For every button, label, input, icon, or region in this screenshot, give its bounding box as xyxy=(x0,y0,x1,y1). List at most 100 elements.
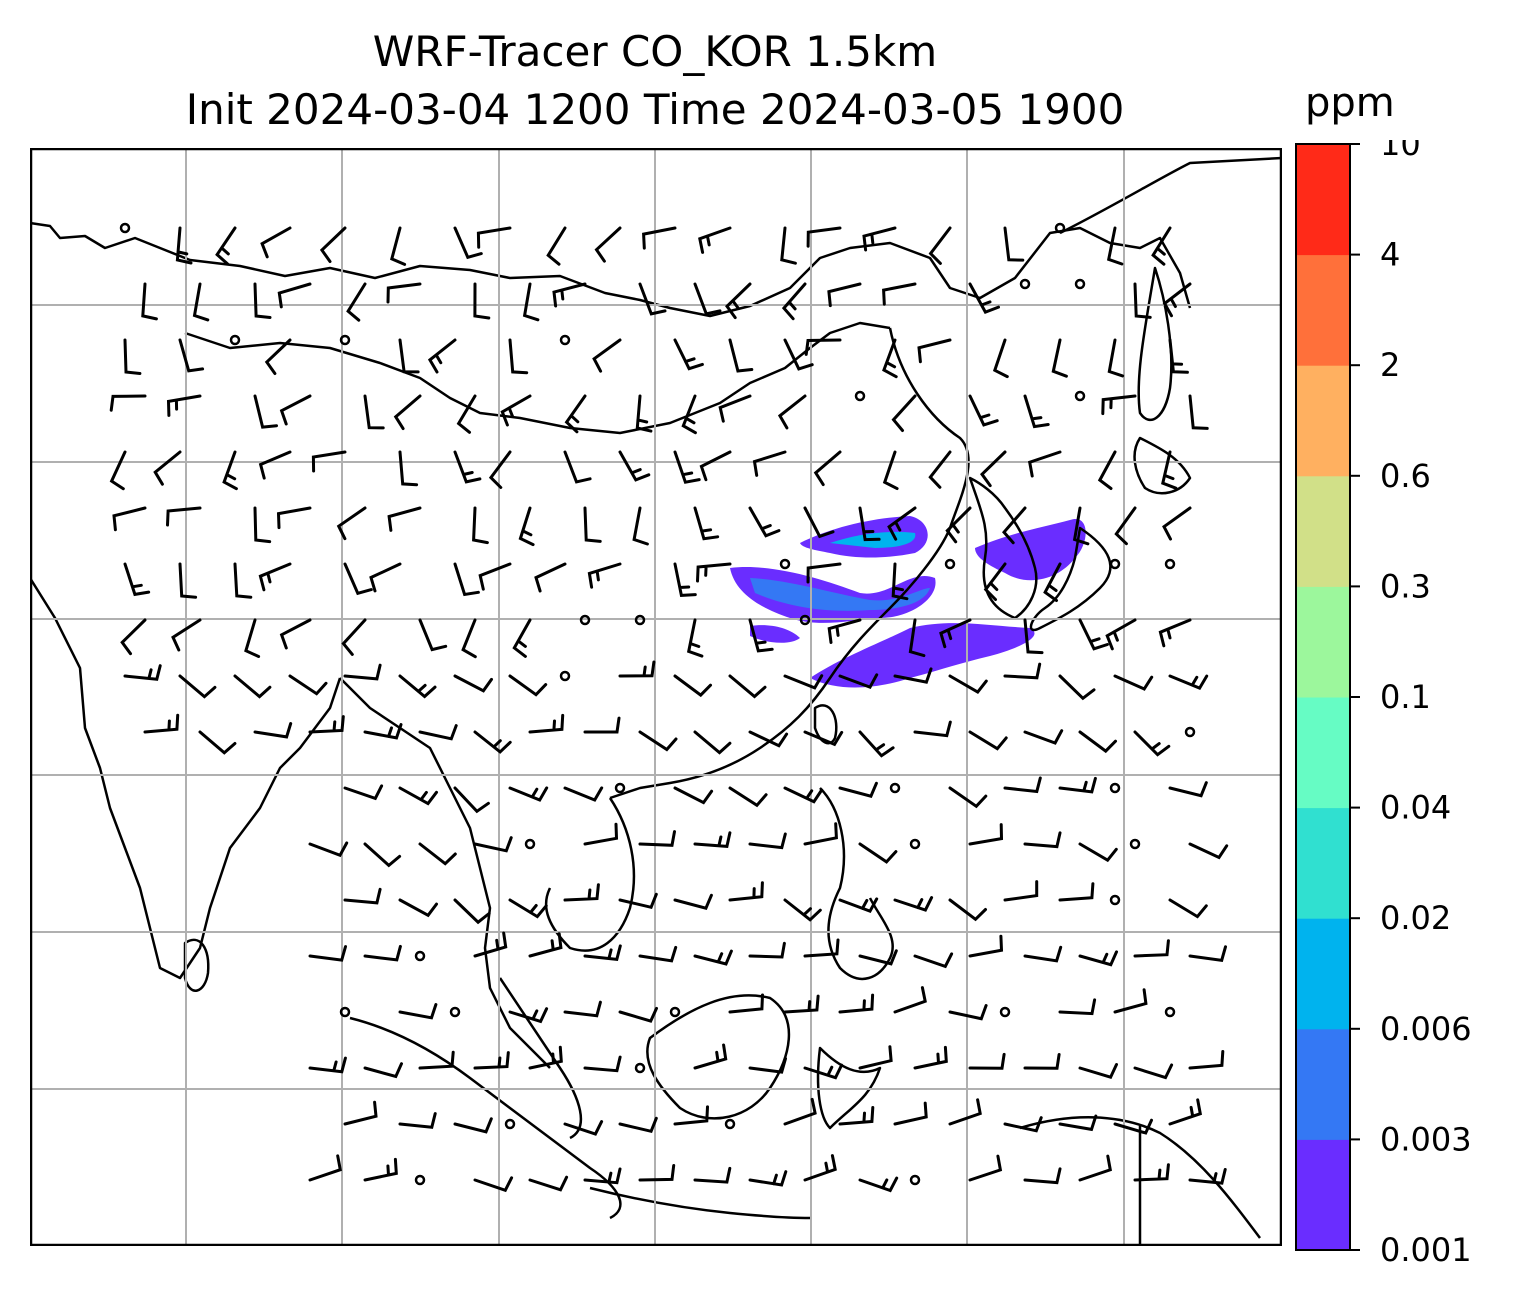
wind-barb xyxy=(1078,950,1118,967)
calm-wind-marker xyxy=(799,614,811,626)
wind-barb xyxy=(244,618,261,658)
calm-wind-marker xyxy=(504,1118,516,1130)
wind-barb xyxy=(858,730,895,758)
wind-barb xyxy=(1133,939,1170,958)
wind-barb xyxy=(277,282,312,309)
wind-barb xyxy=(718,394,752,423)
wind-barb xyxy=(968,730,1008,751)
wind-barb xyxy=(343,784,384,801)
wind-barb xyxy=(1105,618,1137,651)
calm-wind-marker xyxy=(579,614,591,626)
calm-wind-marker xyxy=(449,1006,461,1018)
wind-barb xyxy=(1051,338,1068,378)
coastline-china-east xyxy=(609,327,970,800)
wind-barb xyxy=(673,1105,709,1126)
wind-barb xyxy=(1078,730,1117,754)
wind-barb xyxy=(1188,1168,1227,1185)
wind-barb xyxy=(308,715,345,734)
calm-wind-marker xyxy=(1019,278,1031,290)
wind-barb xyxy=(618,1116,658,1134)
wind-barb xyxy=(728,881,764,902)
colorbar-tick-label: 0.001 xyxy=(1380,1231,1472,1269)
wind-barb xyxy=(1188,945,1227,962)
wind-barb xyxy=(803,730,844,747)
wind-barb xyxy=(968,282,1000,314)
wind-barb xyxy=(363,944,402,962)
wind-barb xyxy=(552,282,587,308)
wind-barb xyxy=(398,338,420,374)
wind-barb xyxy=(803,1154,837,1182)
wind-barb xyxy=(1003,880,1039,902)
plume-fragment xyxy=(750,625,800,643)
map-panel xyxy=(30,148,1282,1246)
wind-barb xyxy=(175,226,193,265)
wind-barb xyxy=(1133,730,1171,757)
wind-barb xyxy=(308,1154,343,1182)
wind-barb xyxy=(728,993,764,1014)
wind-barb xyxy=(1161,450,1178,490)
colorbar: 0.001 0.003 0.006 0.02 0.04 0.1 0.3 0.6 2 4 10 xyxy=(1295,140,1472,1269)
wind-barb xyxy=(783,994,820,1014)
wind-barb xyxy=(838,1106,875,1126)
coastline-sakhalin xyxy=(1137,266,1173,422)
wind-barb xyxy=(528,932,563,958)
wind-barb xyxy=(693,1166,732,1184)
wind-barb xyxy=(1133,1163,1170,1182)
wind-barb xyxy=(418,724,458,741)
wind-barb xyxy=(473,730,512,754)
wind-barb xyxy=(363,1062,403,1079)
wind-barb xyxy=(308,1056,347,1074)
coastline-malaysia xyxy=(498,977,583,1140)
wind-barb xyxy=(1151,226,1172,266)
wind-barb xyxy=(343,562,373,596)
wind-barb xyxy=(522,282,540,322)
wind-barb xyxy=(913,720,952,738)
coastline-korea xyxy=(968,476,1038,620)
wind-barb xyxy=(748,1057,787,1074)
wind-barb xyxy=(390,226,407,266)
wind-barb xyxy=(508,898,548,919)
wind-barb xyxy=(748,618,774,653)
coastline-sumatra xyxy=(349,1016,622,1220)
wind-barb xyxy=(363,842,402,868)
wind-barb xyxy=(783,674,824,690)
wind-barb xyxy=(264,338,292,375)
wind-barb xyxy=(473,931,508,958)
wind-barb xyxy=(838,993,875,1014)
wind-barb xyxy=(123,338,142,375)
wind-barb xyxy=(693,949,733,966)
wind-barb xyxy=(882,338,898,379)
colorbar-tick-label: 0.1 xyxy=(1380,678,1431,716)
wind-barb xyxy=(725,282,752,320)
coastline-java xyxy=(589,1186,811,1220)
wind-barb xyxy=(891,562,909,601)
wind-barb xyxy=(806,562,842,584)
colorbar-segment xyxy=(1296,697,1350,809)
calm-wind-marker xyxy=(854,390,866,402)
calm-wind-marker xyxy=(229,334,241,346)
wind-barb xyxy=(693,1043,728,1070)
wind-barb xyxy=(1113,988,1148,1014)
wind-barb xyxy=(260,226,292,259)
wind-barb xyxy=(1168,898,1208,919)
calm-wind-marker xyxy=(1074,390,1086,402)
wind-barb xyxy=(276,506,312,530)
wind-barb xyxy=(528,1045,563,1070)
calm-wind-marker xyxy=(1184,726,1196,738)
wind-barb xyxy=(698,226,732,254)
wind-barb xyxy=(673,893,713,910)
wind-barb xyxy=(968,1154,1003,1182)
wind-barb xyxy=(1058,776,1097,794)
calm-wind-marker xyxy=(339,1006,351,1018)
colorbar-tick-label: 0.006 xyxy=(1380,1010,1472,1048)
wind-barb xyxy=(728,338,754,373)
wind-barb xyxy=(893,896,934,912)
wind-barb xyxy=(827,282,862,308)
wind-barb xyxy=(838,897,879,914)
wind-barb xyxy=(109,394,147,412)
calm-wind-marker xyxy=(119,222,131,234)
wind-barb xyxy=(563,1000,602,1018)
wind-barb xyxy=(673,674,712,698)
wind-barb xyxy=(453,1117,493,1134)
wind-barb xyxy=(123,664,162,681)
